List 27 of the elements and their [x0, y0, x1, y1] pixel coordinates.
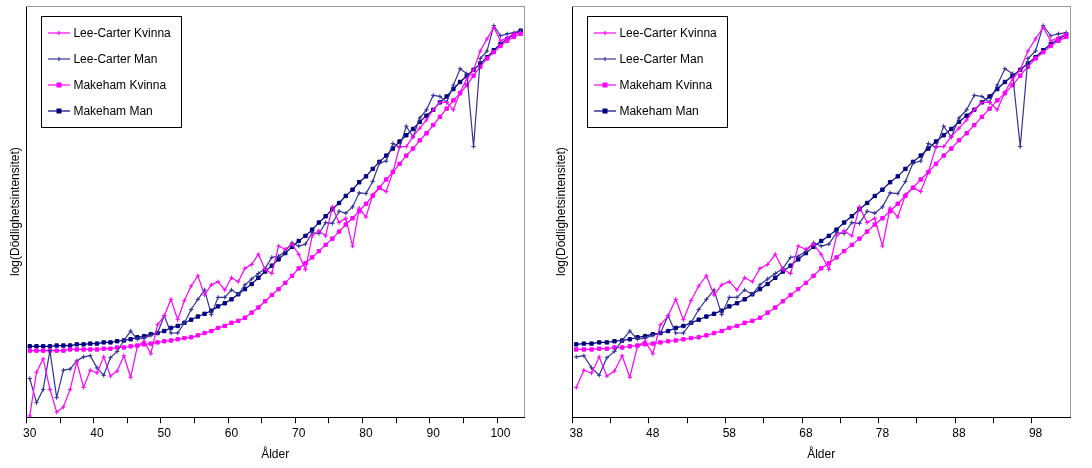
x-tick-label: 98 — [1028, 425, 1043, 440]
x-tick-label: 30 — [23, 425, 37, 440]
legend-label: Lee-Carter Man — [619, 52, 704, 66]
y-axis-title: log(Dödlighetsintensitet) — [7, 147, 22, 276]
x-tick-label: 80 — [359, 425, 373, 440]
x-tick-label: 38 — [569, 425, 584, 440]
legend-label: Lee-Carter Man — [73, 52, 158, 66]
x-tick-label: 60 — [224, 425, 239, 440]
x-tick-label: 40 — [90, 425, 104, 440]
x-tick-label: 90 — [426, 425, 441, 440]
x-tick-label: 68 — [799, 425, 813, 440]
x-tick-label: 50 — [157, 425, 172, 440]
x-tick-label: 78 — [875, 425, 890, 440]
legend-label: Makeham Man — [73, 104, 153, 118]
x-tick-label: 48 — [646, 425, 660, 440]
x-tick-label: 100 — [490, 425, 511, 440]
legend-label: Lee-Carter Kvinna — [619, 26, 717, 40]
y-axis-title: log(Dödlighetsintensitet) — [553, 147, 568, 276]
x-tick-label: 88 — [952, 425, 966, 440]
x-tick-label: 58 — [722, 425, 737, 440]
legend-label: Makeham Kvinna — [619, 78, 713, 92]
legend-label: Lee-Carter Kvinna — [73, 26, 171, 40]
legend-label: Makeham Kvinna — [73, 78, 167, 92]
x-axis-title: Ålder — [261, 446, 290, 462]
legend-label: Makeham Man — [619, 104, 699, 118]
x-axis-title: Ålder — [807, 446, 836, 462]
x-tick-label: 70 — [292, 425, 306, 440]
